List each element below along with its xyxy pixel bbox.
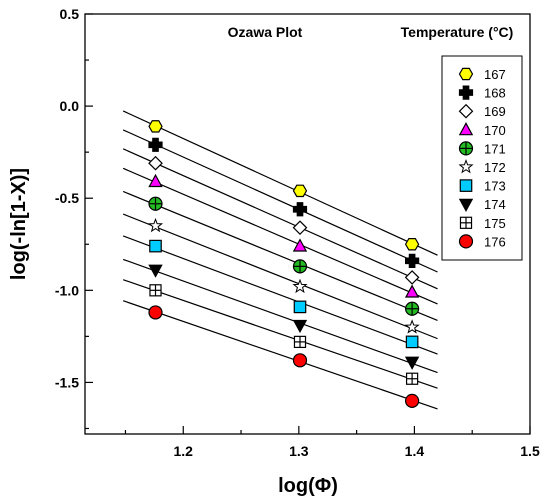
fit-lines	[122, 110, 438, 410]
data-point-176-2	[292, 353, 308, 368]
y-tick-label: -1.0	[55, 282, 79, 298]
legend-marker-170	[458, 122, 474, 136]
x-axis-title: log(Φ)	[278, 475, 338, 497]
legend-label-176: 176	[484, 234, 506, 249]
x-axis-ticks: 1.2 1.3 1.4 1.5	[124, 426, 540, 459]
data-point-169-2	[292, 220, 308, 236]
legend-marker-175	[459, 216, 473, 229]
y-tick-label: -0.5	[55, 190, 79, 206]
legend: 167 168 169 170 171 172 173 174 175 176	[458, 67, 506, 249]
data-point-171-1	[148, 196, 163, 211]
data-points	[147, 120, 420, 408]
data-point-167-2	[292, 184, 308, 198]
plot-annotation: Ozawa Plot	[228, 24, 303, 40]
data-point-168-2	[292, 202, 308, 217]
data-point-170-1	[148, 173, 163, 188]
legend-marker-176	[458, 234, 474, 249]
data-point-168-1	[148, 137, 163, 152]
data-point-174-2	[292, 319, 308, 334]
data-point-167-3	[404, 238, 420, 251]
legend-marker-172	[458, 159, 474, 174]
y-tick-label: 0.5	[60, 6, 80, 22]
x-tick-label: 1.5	[520, 443, 540, 459]
data-point-174-3	[404, 356, 420, 370]
fit-line-169	[122, 148, 438, 290]
legend-label-171: 171	[484, 141, 506, 156]
legend-label-169: 169	[484, 104, 506, 119]
fit-line-168	[122, 129, 438, 273]
fit-line-170	[122, 167, 438, 305]
legend-label-174: 174	[484, 197, 506, 212]
legend-label-173: 173	[484, 179, 506, 194]
data-point-173-1	[149, 239, 162, 253]
data-point-173-2	[293, 300, 307, 314]
legend-label-170: 170	[484, 123, 506, 138]
fit-line-173	[122, 235, 438, 355]
y-tick-label: 0.0	[60, 98, 80, 114]
legend-marker-173	[459, 179, 473, 192]
x-tick-label: 1.3	[289, 443, 309, 459]
fit-line-172	[122, 213, 438, 340]
y-axis-title: log(-ln[1-X)]	[8, 168, 30, 280]
data-point-175-3	[405, 372, 419, 385]
legend-title: Temperature (°C)	[401, 24, 514, 40]
legend-label-172: 172	[484, 160, 506, 175]
legend-box	[441, 55, 523, 261]
data-point-175-2	[293, 335, 307, 349]
data-point-173-3	[405, 335, 419, 349]
legend-marker-168	[458, 85, 474, 100]
legend-marker-174	[458, 198, 474, 212]
data-point-169-1	[148, 155, 163, 171]
plot-frame	[84, 13, 531, 435]
data-point-172-2	[292, 278, 308, 294]
data-point-170-3	[404, 284, 420, 298]
fit-line-174	[122, 258, 438, 374]
legend-label-175: 175	[484, 216, 506, 231]
fit-line-167	[122, 110, 438, 256]
data-point-167-1	[148, 120, 163, 133]
data-point-176-3	[405, 393, 420, 408]
y-axis-ticks: 0.5 0.0 -0.5 -1.0 -1.5	[55, 6, 93, 430]
fit-line-176	[122, 300, 438, 410]
legend-label-168: 168	[484, 86, 506, 101]
fit-line-175	[122, 279, 438, 389]
data-point-175-1	[149, 284, 162, 297]
legend-marker-171	[458, 141, 474, 156]
data-point-171-3	[405, 301, 420, 316]
data-point-172-1	[147, 217, 164, 233]
data-point-172-3	[404, 319, 420, 334]
data-point-174-1	[148, 264, 163, 278]
data-point-170-2	[292, 238, 308, 252]
data-point-176-1	[148, 305, 163, 320]
data-point-169-3	[404, 270, 420, 285]
data-point-171-2	[292, 259, 308, 274]
legend-label-167: 167	[484, 67, 506, 82]
data-point-168-3	[405, 253, 420, 268]
y-tick-label: -1.5	[55, 374, 79, 390]
legend-marker-167	[458, 67, 474, 81]
x-tick-label: 1.2	[174, 443, 194, 459]
legend-marker-169	[458, 103, 474, 119]
fit-line-171	[122, 190, 438, 322]
x-tick-label: 1.4	[405, 443, 425, 459]
